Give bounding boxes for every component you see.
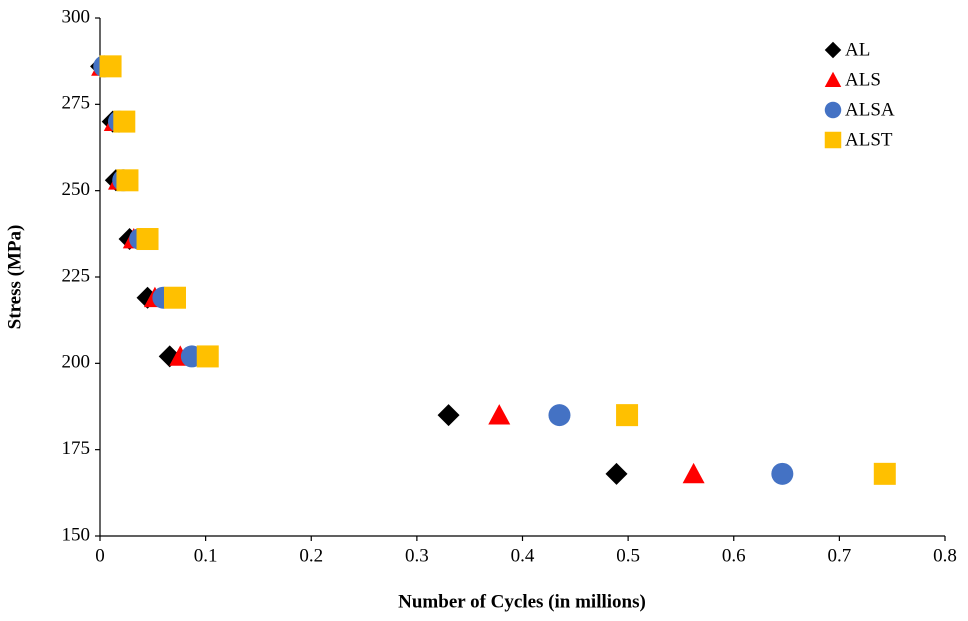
x-axis-label: Number of Cycles (in millions): [398, 591, 646, 612]
y-tick-label: 175: [62, 438, 91, 459]
point: [605, 462, 628, 485]
y-tick-label: 300: [62, 6, 91, 27]
legend-label: ALST: [845, 129, 893, 150]
point: [548, 404, 571, 427]
legend-marker: [824, 41, 842, 59]
point: [437, 404, 460, 427]
point: [196, 345, 219, 368]
x-tick-label: 0.5: [616, 545, 640, 566]
legend-label: ALSA: [845, 99, 895, 120]
point: [682, 462, 705, 484]
x-tick-label: 0.3: [405, 545, 429, 566]
point: [616, 404, 639, 427]
point: [873, 462, 896, 485]
x-tick-label: 0.2: [299, 545, 323, 566]
legend-label: AL: [845, 39, 870, 60]
legend-label: ALS: [845, 69, 881, 90]
legend-marker: [824, 101, 842, 119]
point: [488, 404, 511, 425]
point: [99, 55, 122, 78]
point: [116, 169, 139, 192]
y-tick-label: 200: [62, 352, 91, 373]
y-tick-label: 225: [62, 265, 91, 286]
point: [113, 110, 136, 133]
x-tick-label: 0.8: [933, 545, 957, 566]
x-tick-label: 0.1: [194, 545, 218, 566]
y-tick-label: 250: [62, 179, 91, 200]
y-axis-label: Stress (MPa): [4, 225, 25, 330]
x-tick-label: 0: [95, 545, 105, 566]
point: [163, 286, 186, 309]
point: [771, 462, 794, 485]
legend-marker: [824, 131, 842, 149]
x-tick-label: 0.6: [722, 545, 746, 566]
y-tick-label: 150: [62, 524, 91, 545]
point: [136, 228, 159, 251]
x-tick-label: 0.7: [828, 545, 852, 566]
x-tick-label: 0.4: [511, 545, 535, 566]
y-tick-label: 275: [62, 93, 91, 114]
legend-marker: [824, 71, 842, 88]
